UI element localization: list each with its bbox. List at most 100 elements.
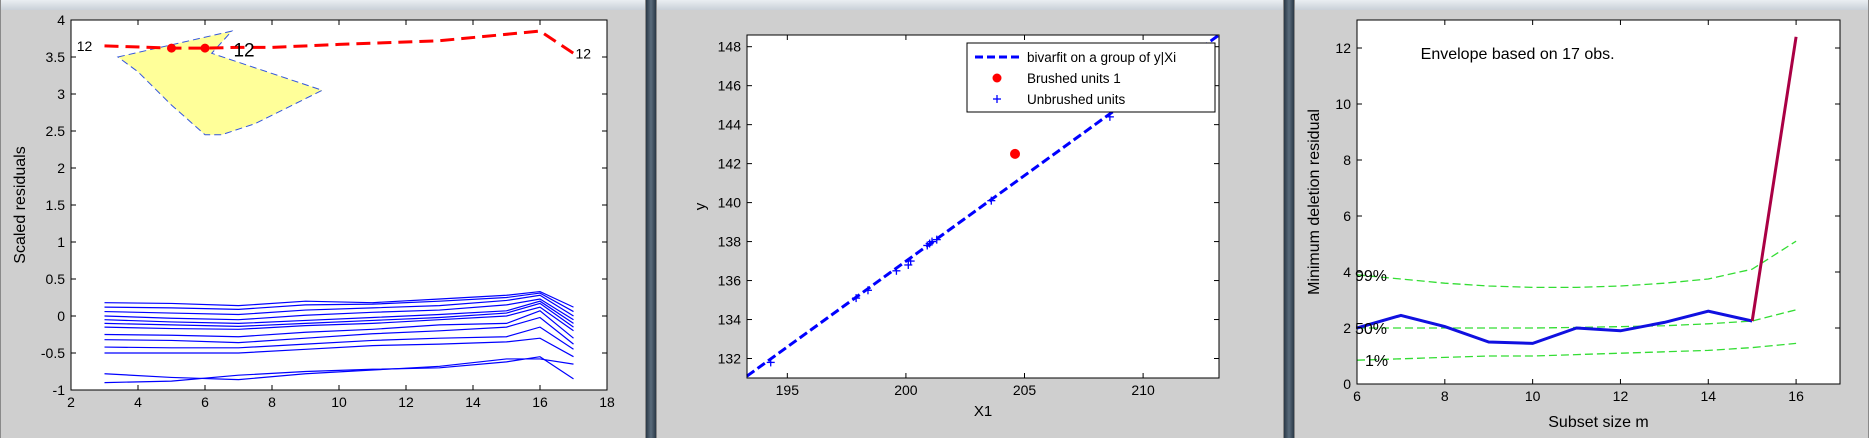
residual-trajectory-line xyxy=(104,290,574,308)
axes-frame xyxy=(746,34,1220,379)
y-tick-label: 10 xyxy=(1335,96,1351,112)
unit-label-start: 12 xyxy=(77,38,93,54)
y-tick-label: 1.5 xyxy=(46,197,66,213)
y-tick-label: 146 xyxy=(718,78,742,94)
x-tick-label: 8 xyxy=(1441,388,1449,404)
y-tick-label: 1 xyxy=(57,234,65,250)
x-tick-label: 195 xyxy=(776,382,800,398)
x-tick-label: 200 xyxy=(894,382,918,398)
y-axis-label: Minimum deletion residual xyxy=(1306,109,1323,295)
y-tick-label: 142 xyxy=(718,156,742,172)
brushing-selection-region xyxy=(116,30,324,136)
y-tick-label: 132 xyxy=(718,351,742,367)
unbrushed-point xyxy=(987,196,996,205)
axes-frame xyxy=(1356,19,1841,385)
y-tick-label: 2 xyxy=(57,160,65,176)
envelope-label: 1% xyxy=(1365,353,1388,370)
envelope-label: 50% xyxy=(1355,321,1387,338)
residual-trajectory-line xyxy=(104,298,574,321)
chart-minimum-deletion-residual[interactable]: 6 8 10 12 14 16 0 2 4 6 8 10 12 99% 50% 1% Envelope base… xyxy=(1295,0,1869,438)
legend-entry-label: Brushed units 1 xyxy=(1027,71,1121,86)
chart-bivarfit-scatter[interactable]: 195 200 205 210 132 134 136 138 140 142 144 146 148 b… xyxy=(657,0,1285,438)
x-tick-label: 8 xyxy=(268,394,276,410)
window-frame xyxy=(1295,0,1868,10)
window-frame xyxy=(657,0,1283,10)
unbrushed-point xyxy=(852,294,861,303)
y-tick-label: 4 xyxy=(1343,264,1351,280)
y-tick-label: 0.5 xyxy=(46,271,66,287)
x-tick-label: 2 xyxy=(67,394,75,410)
unbrushed-point xyxy=(766,358,775,367)
envelope-99-line xyxy=(1356,240,1797,289)
unit-label-markers: 12 xyxy=(233,41,254,62)
residual-trajectory-line xyxy=(104,292,574,313)
x-tick-label: 4 xyxy=(134,394,142,410)
y-tick-label: 136 xyxy=(718,273,742,289)
unbrushed-point xyxy=(906,257,915,266)
residual-trajectory-line xyxy=(104,294,574,317)
y-tick-label: 2 xyxy=(1343,320,1351,336)
unbrushed-point xyxy=(928,237,937,246)
y-tick-label: 138 xyxy=(718,234,742,250)
x-tick-label: 205 xyxy=(1013,382,1037,398)
x-tick-label: 18 xyxy=(599,394,615,410)
y-tick-label: 8 xyxy=(1343,152,1351,168)
y-tick-label: 134 xyxy=(718,312,742,328)
envelope-label: 99% xyxy=(1355,268,1387,285)
x-tick-label: 10 xyxy=(1525,388,1541,404)
y-tick-label: 6 xyxy=(1343,208,1351,224)
unit-label-end: 12 xyxy=(576,45,592,61)
highlighted-unit-trajectory xyxy=(104,29,575,55)
y-tick-label: 144 xyxy=(718,117,742,133)
y-tick-label: 140 xyxy=(718,195,742,211)
x-axis-label: X1 xyxy=(974,403,992,420)
window-divider xyxy=(1284,0,1294,438)
residual-trajectory-line xyxy=(104,356,574,384)
x-tick-label: 14 xyxy=(1700,388,1716,404)
residual-trajectory-line xyxy=(104,306,574,332)
figure-window-bivarfit: 195 200 205 210 132 134 136 138 140 142 144 146 148 b… xyxy=(656,0,1284,438)
y-axis-label: y xyxy=(692,202,709,210)
y-tick-label: -0.5 xyxy=(41,345,65,361)
y-tick-label: 12 xyxy=(1335,40,1351,56)
deletion-residual-final-segment xyxy=(1750,36,1798,322)
unbrushed-point xyxy=(892,266,901,275)
y-tick-label: -1 xyxy=(53,382,66,398)
deletion-residual-trajectory xyxy=(1356,309,1753,345)
residual-trajectory-line xyxy=(104,337,574,358)
y-tick-label: 2.5 xyxy=(46,123,66,139)
axes-frame xyxy=(70,19,608,391)
residual-trajectory-line xyxy=(104,326,574,350)
y-tick-label: 0 xyxy=(57,308,65,324)
x-tick-label: 16 xyxy=(532,394,548,410)
highlighted-unit-marker xyxy=(167,43,176,53)
y-axis-label: Scaled residuals xyxy=(12,146,29,263)
residual-trajectory-line xyxy=(104,302,574,328)
brushed-point xyxy=(1010,148,1021,159)
y-tick-label: 0 xyxy=(1343,376,1351,392)
envelope-annotation: Envelope based on 17 obs. xyxy=(1421,46,1615,63)
x-tick-label: 6 xyxy=(1353,388,1361,404)
x-tick-label: 12 xyxy=(1613,388,1629,404)
unbrushed-point xyxy=(863,286,872,295)
legend-brushed-swatch xyxy=(992,73,1002,83)
residual-trajectory-line xyxy=(104,300,574,325)
residual-trajectory-line xyxy=(104,316,574,345)
y-tick-label: 4 xyxy=(57,12,65,28)
y-tick-label: 3.5 xyxy=(46,49,66,65)
legend-entry-label: bivarfit on a group of y|Xi xyxy=(1027,50,1176,65)
figure-window-scaled-residuals: 2 4 6 8 10 12 14 16 18 -1 -0.5 0 0.5 1 1.5 2 2.5 3 3.5 4 12 1… xyxy=(0,0,646,438)
unbrushed-point xyxy=(1105,112,1114,121)
residual-trajectory-line xyxy=(104,310,574,339)
legend-box xyxy=(966,42,1216,113)
x-tick-label: 10 xyxy=(331,394,347,410)
figure-window-deletion-residual: 6 8 10 12 14 16 0 2 4 6 8 10 12 99% 50% 1% Envelope base… xyxy=(1294,0,1869,438)
highlighted-unit-marker xyxy=(200,43,210,53)
y-tick-label: 3 xyxy=(57,86,65,102)
x-tick-label: 6 xyxy=(201,394,209,410)
legend-entry-label: Unbrushed units xyxy=(1027,92,1126,107)
window-frame xyxy=(1,0,645,10)
x-tick-label: 14 xyxy=(465,394,481,410)
chart-scaled-residuals[interactable]: 2 4 6 8 10 12 14 16 18 -1 -0.5 0 0.5 1 1.5 2 2.5 3 3.5 4 12 1… xyxy=(1,0,647,438)
y-tick-label: 148 xyxy=(718,39,742,55)
